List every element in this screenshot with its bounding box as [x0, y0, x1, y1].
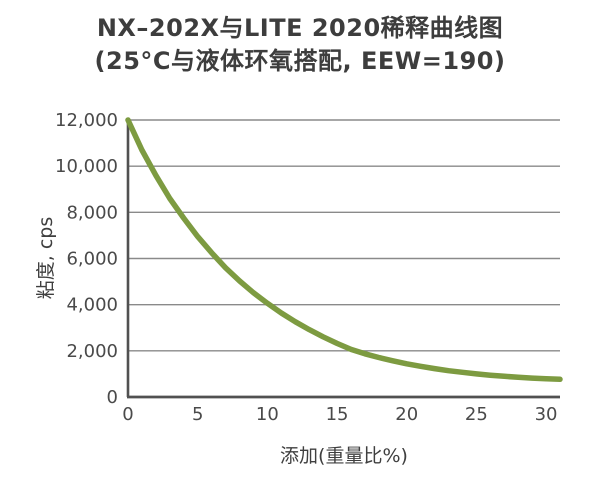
x-tick-label: 5 [192, 404, 203, 425]
y-tick-label: 12,000 [55, 110, 118, 131]
x-tick-label: 25 [465, 404, 488, 425]
y-tick-label: 4,000 [66, 295, 118, 316]
chart-title-block: NX–202X与LITE 2020稀释曲线图 (25°C与液体环氧搭配, EEW… [0, 12, 600, 78]
x-tick-label: 30 [535, 404, 558, 425]
x-tick-label: 10 [256, 404, 279, 425]
x-axis-label: 添加(重量比%) [280, 445, 408, 467]
x-tick-label: 20 [395, 404, 418, 425]
x-tick-label: 0 [122, 404, 133, 425]
y-tick-label: 0 [107, 387, 118, 408]
x-tick-label: 15 [326, 404, 349, 425]
y-tick-label: 2,000 [66, 341, 118, 362]
y-tick-label: 8,000 [66, 202, 118, 223]
y-tick-label: 6,000 [66, 249, 118, 270]
y-axis-label: 粘度, cps [35, 216, 57, 300]
chart-subtitle: (25°C与液体环氧搭配, EEW=190) [94, 47, 506, 75]
y-tick-label: 10,000 [55, 156, 118, 177]
chart-title: NX–202X与LITE 2020稀释曲线图 [96, 14, 504, 42]
dilution-curve [125, 117, 563, 383]
